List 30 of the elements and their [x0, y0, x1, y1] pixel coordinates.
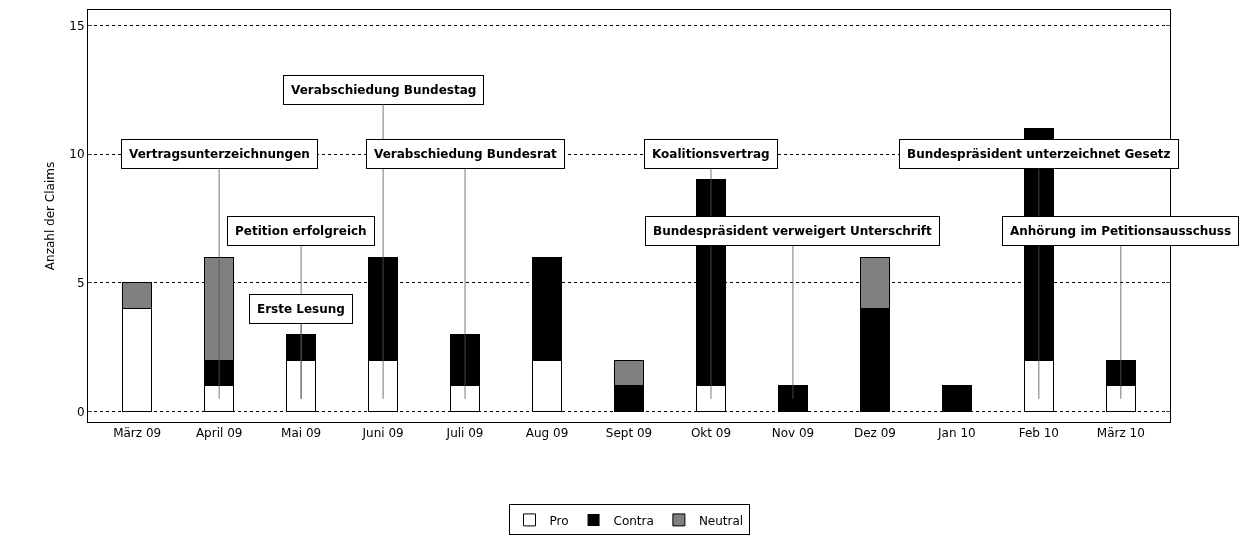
x-tick-label: Dez 09: [853, 426, 896, 441]
x-tick-label: Okt 09: [690, 426, 732, 441]
x-tick-label: Nov 09: [771, 426, 815, 441]
legend-label: Neutral: [698, 513, 744, 528]
annotation: Vertragsunterzeichnungen: [129, 147, 310, 161]
y-tick-label: 15: [69, 18, 85, 33]
x-tick-label: Juni 09: [361, 426, 404, 441]
x-tick-label: Aug 09: [525, 426, 569, 441]
annotation: Anhörung im Petitionsausschuss: [1010, 224, 1232, 238]
x-tick-label: Mai 09: [281, 426, 322, 441]
legend-label: Contra: [613, 513, 654, 528]
annotation: Verabschiedung Bundestag: [291, 83, 477, 97]
y-tick-label: 5: [76, 276, 85, 291]
y-tick-label: 10: [69, 147, 85, 162]
x-tick-label: März 10: [1096, 426, 1145, 441]
x-tick-label: April 09: [195, 426, 243, 441]
y-axis-title: Anzahl der Claims: [43, 161, 57, 271]
x-tick-label: Jan 10: [937, 426, 976, 441]
annotation: Koalitionsvertrag: [652, 147, 770, 161]
annotation: Petition erfolgreich: [235, 224, 367, 238]
y-tick-label: 0: [76, 404, 85, 419]
x-tick-label: Juli 09: [445, 426, 484, 441]
x-tick-label: Feb 10: [1018, 426, 1060, 441]
x-tick-label: März 09: [113, 426, 162, 441]
annotation: Bundespräsident verweigert Unterschrift: [653, 224, 933, 238]
x-tick-label: Sept 09: [605, 426, 653, 441]
annotation: Verabschiedung Bundesrat: [374, 147, 557, 161]
annotation: Erste Lesung: [257, 302, 345, 316]
annotation: Bundespräsident unterzeichnet Gesetz: [907, 147, 1171, 161]
legend-label: Pro: [549, 513, 569, 528]
